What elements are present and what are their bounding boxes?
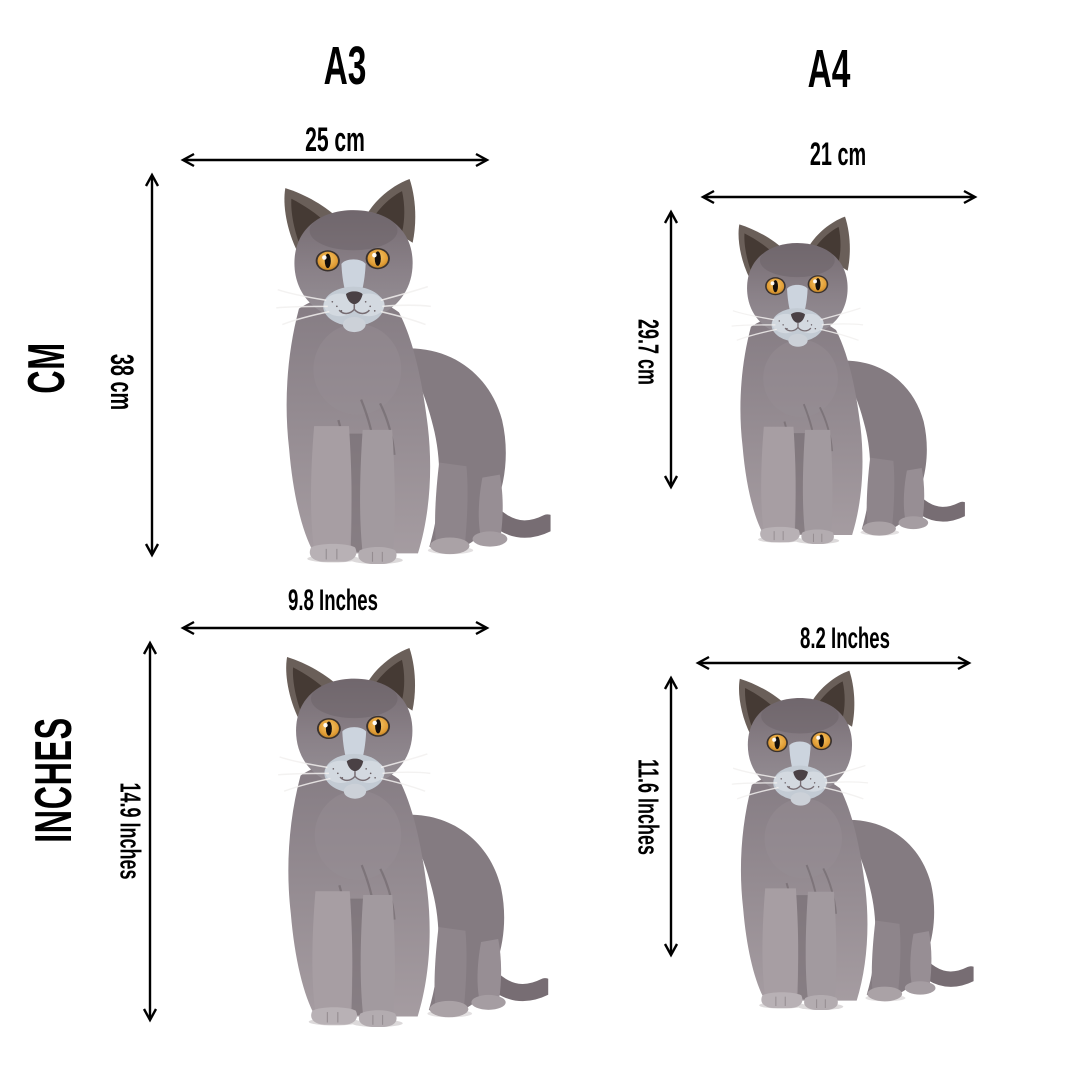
- height-dimension-label: 11.6 Inches: [631, 759, 664, 855]
- width-dimension-label: 8.2 Inches: [800, 622, 890, 655]
- height-arrow: [663, 675, 679, 958]
- unit-label-cm: CM: [18, 342, 76, 394]
- height-arrow: [144, 172, 160, 558]
- height-dimension-label: 14.9 Inches: [113, 782, 146, 880]
- unit-label-inches: INCHES: [25, 717, 83, 843]
- width-dimension-label: 21 cm: [809, 136, 867, 172]
- cat-image-a3-cm: [246, 176, 552, 564]
- width-dimension-label: 25 cm: [305, 121, 365, 159]
- width-arrow: [180, 152, 490, 168]
- column-header-a3: A3: [323, 36, 367, 96]
- width-arrow: [695, 655, 972, 671]
- cat-image-a4-cm: [706, 214, 966, 544]
- height-dimension-label: 29.7 cm: [631, 319, 664, 385]
- height-arrow: [663, 209, 679, 490]
- column-header-a4: A4: [807, 39, 851, 99]
- cat-image-a3-inches: [246, 645, 552, 1027]
- height-arrow: [142, 640, 158, 1023]
- cat-image-a4-inches: [706, 668, 974, 1010]
- width-arrow: [180, 620, 490, 636]
- height-dimension-label: 38 cm: [104, 353, 140, 411]
- width-dimension-label: 9.8 Inches: [288, 584, 378, 617]
- width-arrow: [700, 189, 978, 205]
